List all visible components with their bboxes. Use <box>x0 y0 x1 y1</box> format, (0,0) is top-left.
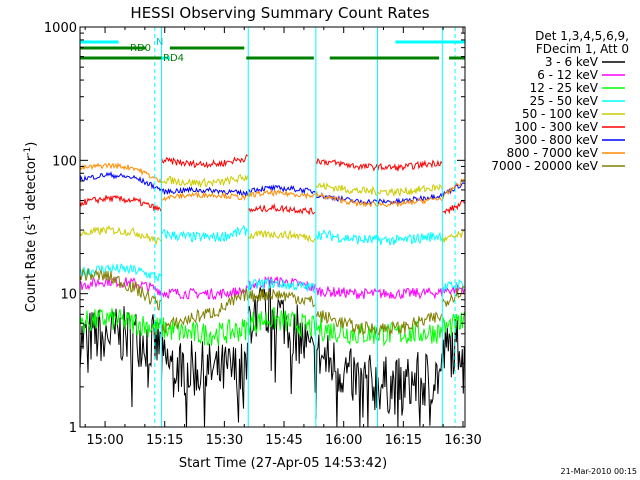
series-5-segment-0 <box>79 194 162 212</box>
series-8-segment-3 <box>315 310 443 336</box>
y-tick-label-2: 100 <box>52 154 77 169</box>
y-axis-label: Count Rate (s-1 detector-1) <box>23 142 39 313</box>
flag-label-rd4: RD4 <box>163 53 184 64</box>
series-2-segment-3 <box>315 317 443 347</box>
x-axis: 15:00 15:15 15:30 15:45 16:00 16:15 16:30 <box>84 27 482 448</box>
series-3-segment-4 <box>441 279 465 292</box>
x-tick-label-2: 15:30 <box>206 433 243 448</box>
x-tick-label-3: 15:45 <box>265 433 302 448</box>
footer-date: 21-Mar-2010 00:15 <box>561 467 638 476</box>
legend-label-6: 300 - 800 keV <box>514 133 598 147</box>
x-tick-label-1: 15:15 <box>146 433 183 448</box>
series-5-segment-1 <box>161 153 248 169</box>
series-2-segment-4 <box>441 311 465 337</box>
series-3-segment-1 <box>161 224 248 243</box>
series-4-segment-2 <box>247 229 316 243</box>
series-3-segment-3 <box>315 229 443 246</box>
series-7-segment-0 <box>79 162 162 184</box>
series-3-segment-2 <box>247 277 316 294</box>
series-5-segment-2 <box>247 202 316 215</box>
series-4-segment-3 <box>315 182 443 198</box>
series-4-segment-0 <box>79 224 162 246</box>
legend-header-2: FDecim 1, Att 0 <box>536 42 629 56</box>
series-5-segment-4 <box>442 199 465 215</box>
legend-label-3: 25 - 50 keV <box>530 94 599 108</box>
series-1-segment-3 <box>315 286 443 300</box>
series-8-segment-2 <box>247 288 316 308</box>
series-8-segment-4 <box>441 286 465 307</box>
y-axis-label-sup1: -1 <box>23 215 33 224</box>
series-6-segment-0 <box>79 171 162 192</box>
series-6-segment-1 <box>161 186 248 198</box>
y-axis: 1 10 100 1000 <box>44 21 465 436</box>
legend-label-0: 3 - 6 keV <box>545 55 599 69</box>
legend-label-8: 7000 - 20000 keV <box>491 159 598 173</box>
flag-label-n: N <box>156 37 163 48</box>
x-tick-label-6: 16:30 <box>444 433 481 448</box>
series-2-segment-2 <box>247 307 316 339</box>
x-tick-label-0: 15:00 <box>86 433 123 448</box>
y-axis-label-end: ) <box>24 142 39 147</box>
y-tick-label-1: 10 <box>60 288 77 303</box>
series-7-segment-1 <box>161 191 248 202</box>
y-tick-label-3: 1000 <box>44 21 77 36</box>
legend-header-1: Det 1,3,4,5,6,9, <box>535 29 629 43</box>
series-4-segment-4 <box>441 229 465 244</box>
series-8-segment-1 <box>161 288 248 335</box>
plot-frame <box>79 26 466 428</box>
chart-title: HESSI Observing Summary Count Rates <box>130 4 429 22</box>
series-1-segment-1 <box>161 284 248 301</box>
legend-label-1: 6 - 12 keV <box>537 68 599 82</box>
y-axis-label-mid: detector <box>24 155 39 215</box>
series-2-segment-1 <box>161 317 248 346</box>
series-3-segment-0 <box>79 263 162 283</box>
series-6-segment-2 <box>248 184 316 195</box>
series-8-segment-0 <box>79 267 162 311</box>
y-axis-label-main: Count Rate (s <box>24 224 39 313</box>
series-7-segment-4 <box>441 178 465 200</box>
flag-label-rd0: RD0 <box>130 43 151 54</box>
series-5-segment-3 <box>315 157 443 172</box>
legend-label-4: 50 - 100 keV <box>522 107 599 121</box>
series-0-segment-4 <box>441 319 465 394</box>
legend-label-5: 100 - 300 keV <box>514 120 598 134</box>
x-axis-label: Start Time (27-Apr-05 14:53:42) <box>179 456 387 471</box>
series-2-segment-0 <box>79 307 162 338</box>
x-tick-label-5: 16:15 <box>385 433 422 448</box>
plot-area: N RD0 RD4 <box>79 27 465 428</box>
legend-label-2: 12 - 25 keV <box>530 81 599 95</box>
y-axis-label-sup2: -1 <box>23 147 33 156</box>
series-6-segment-3 <box>315 192 443 206</box>
x-tick-label-4: 16:00 <box>325 433 362 448</box>
y-tick-label-0: 1 <box>69 421 77 436</box>
series-7-segment-2 <box>247 188 316 200</box>
legend-label-7: 800 - 7000 keV <box>507 146 599 160</box>
series-4-segment-1 <box>161 174 248 189</box>
series-7-segment-3 <box>315 190 443 208</box>
